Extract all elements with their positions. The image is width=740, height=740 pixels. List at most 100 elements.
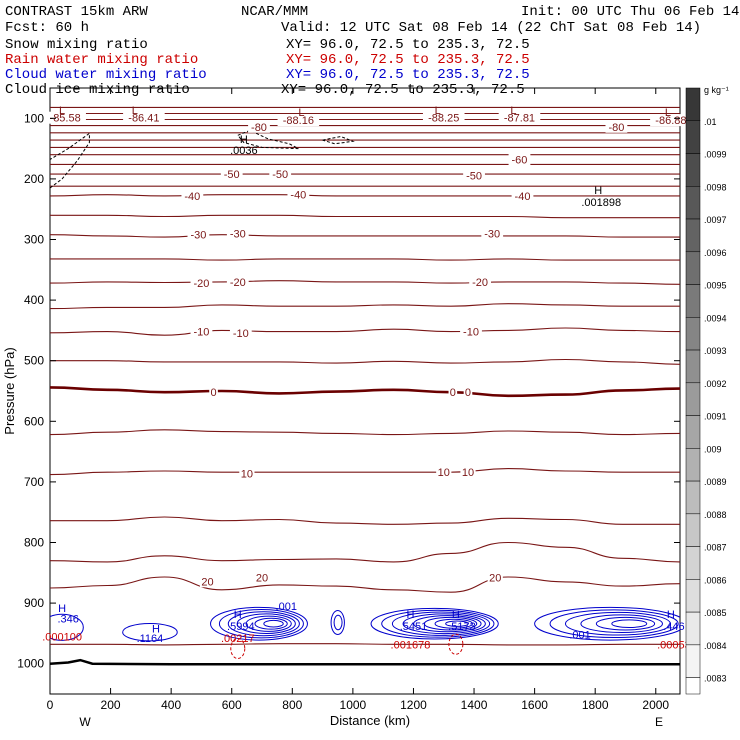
extremum-l-3: L [435,105,441,117]
y-tick-label-900: 900 [24,596,44,610]
forecast-hour: Fcst: 60 h [5,20,89,36]
field-snow-xy: XY= 96.0, 72.5 to 235.3, 72.5 [286,37,530,53]
rain-water-contour-1 [448,633,464,655]
field-cloudice-xy: XY= 96.0, 72.5 to 235.3, 72.5 [281,82,525,98]
contour-label-25: 0 [450,387,456,399]
cloud-water-contour-5-3 [580,614,663,634]
field-rain-label: Rain water mixing ratio [5,52,198,68]
contour-label-22: -10 [233,328,249,340]
contour-label-bg-4 [498,111,541,124]
extremum-h-8: H [234,609,242,621]
extremum-l-1: L [132,105,138,117]
colorbar-label-4: .0096 [704,248,727,258]
contour-label-bg-31 [254,571,270,584]
isotherm-m25-11 [50,258,680,261]
contour-label-bg-20 [469,275,491,288]
isotherm-m5-7 [50,358,680,365]
colorbar-swatch-3 [685,186,701,220]
colorbar-label-6: .0094 [704,313,727,323]
colorbar-swatch-10 [685,415,701,449]
field-value-cloud_water-2: .346 [57,613,78,625]
field-rain-xy: XY= 96.0, 72.5 to 235.3, 72.5 [286,52,530,68]
contour-label-0: -85.58 [50,113,81,125]
isotherm-m30-12 [50,234,680,238]
colorbar-label-12: .0088 [704,510,727,520]
valid-time: Valid: 12 UTC Sat 08 Feb 14 (22 ChT Sat … [281,20,701,36]
isotherm-0-6 [50,386,680,398]
colorbar-label-0: .01 [704,117,717,127]
colorbar-label-7: .0093 [704,346,727,356]
contour-label-bg-10 [269,168,292,181]
field-cloudwater-label: Cloud water mixing ratio [5,67,207,83]
cloud-water-contour-2-4 [245,615,292,632]
isotherm-20-1 [50,576,680,593]
extremum-h-11: H [667,609,675,621]
isotherm-10-3 [50,516,680,525]
contour-label-32: 20 [489,573,501,585]
extremum-l-4: L [510,105,516,117]
contour-label-bg-12 [181,189,204,202]
contour-label-bg-18 [190,277,213,290]
colorbar-label-5: .0095 [704,281,727,291]
x-tick-label-800: 800 [282,698,302,712]
x-tick-label-200: 200 [101,698,121,712]
contour-label-18: -20 [193,278,209,290]
contour-label-3: -88.25 [428,113,459,125]
contour-label-23: -10 [463,327,479,339]
contour-label-bg-6 [248,120,270,133]
colorbar-unit: g kg⁻¹ [704,85,729,95]
colorbar-swatch-17 [685,644,701,678]
cloud-water-contour-4-0 [370,607,499,640]
contour-group [50,106,680,666]
cloud-water-contour-3-1 [333,614,343,631]
contour-label-24: 0 [210,387,216,399]
isotherm-m40-14 [50,194,680,197]
cloud-water-contour-4-2 [391,611,491,636]
cloud-ice-contour-0 [50,132,90,189]
extremum-l-5: L [665,107,671,119]
contour-label-29: 10 [462,467,474,479]
colorbar-label-10: .009 [704,444,722,454]
contour-label-19: -20 [230,277,246,289]
contour-label-bg-0 [44,111,86,124]
y-tick-label-600: 600 [24,414,44,428]
field-value-rain_water-11: .00217 [221,633,255,645]
contour-label-bg-22 [229,326,252,339]
west-endpoint: W [79,715,91,729]
x-tick-label-2000: 2000 [642,698,669,712]
contour-label-bg-29 [460,466,476,479]
colorbar-label-11: .0089 [704,477,727,487]
contour-label-16: -30 [230,228,246,240]
field-value-cloud_water-7: .5173 [448,621,476,633]
model-title: CONTRAST 15km ARW [5,4,148,20]
contour-label-bg-1 [123,111,165,124]
contour-label-27: 10 [241,468,253,480]
cloud-water-contour-5-0 [534,606,680,641]
contour-label-1: -86.41 [128,113,159,125]
contour-label-bg-2 [277,114,320,127]
contour-label-8: -60 [512,155,528,167]
contour-label-bg-11 [463,169,485,182]
colorbar-swatch-16 [685,611,701,646]
field-snow-label: Snow mixing ratio [5,37,148,53]
extremum-h-12: H [240,134,248,146]
y-tick-label-800: 800 [24,536,44,550]
isotherm-m15-9 [50,303,680,310]
contour-label-30: 20 [201,576,213,588]
colorbar-swatch-5 [685,251,701,285]
contour-label-4: -87.81 [504,113,535,125]
terrain-line [50,658,680,666]
contour-label-26: 0 [465,387,471,399]
field-value-rain_water-10: .000100 [42,631,82,643]
cloud-water-contour-1-0 [122,622,178,642]
colorbar-label-2: .0098 [704,182,727,192]
field-value-cloud_water-5: .001 [276,601,297,613]
y-tick-label-100: 100 [24,111,44,125]
extremum-l-2: L [298,107,304,119]
contour-label-bg-23 [460,325,482,338]
contour-label-7: -80 [608,122,624,134]
field-value-cloud_ice-0: .0036 [230,145,258,157]
contour-label-12: -40 [184,191,200,203]
